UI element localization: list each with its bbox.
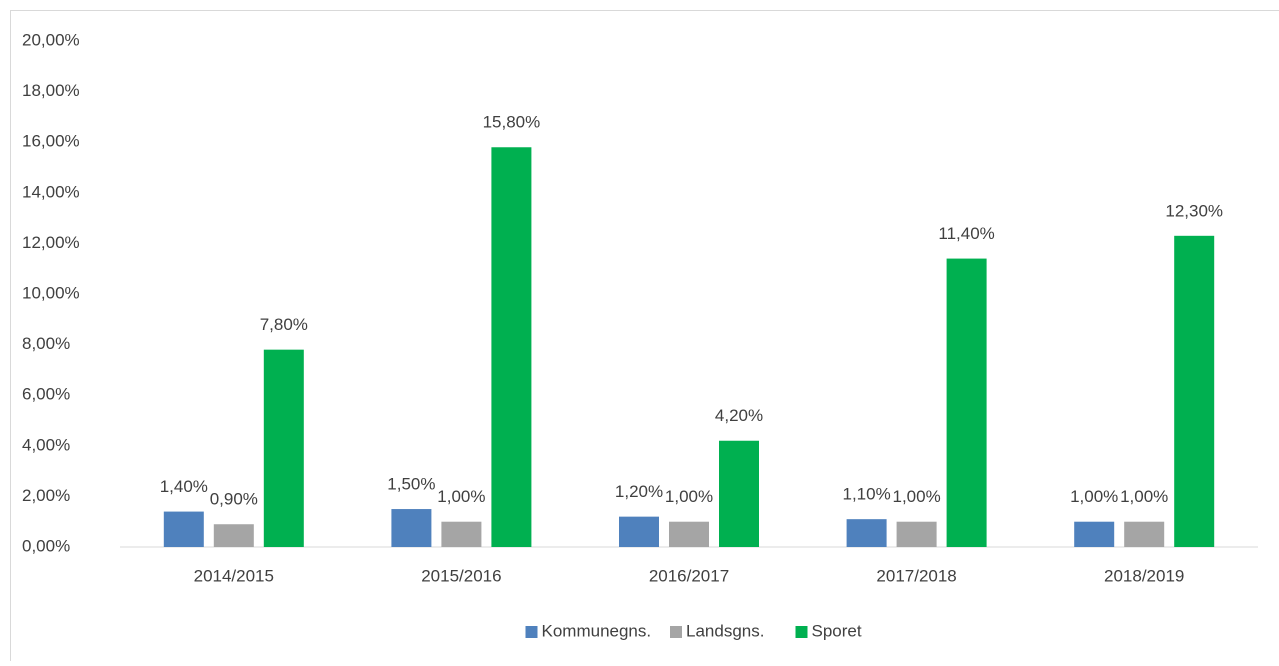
bar	[1124, 522, 1164, 547]
legend-swatch	[796, 626, 808, 638]
data-label: 1,00%	[437, 487, 485, 506]
y-tick-label: 6,00%	[22, 385, 70, 404]
bar	[847, 519, 887, 547]
legend-label: Landsgns.	[686, 621, 764, 640]
x-tick-label: 2017/2018	[876, 566, 956, 585]
data-label: 1,00%	[892, 487, 940, 506]
y-tick-label: 12,00%	[22, 233, 80, 252]
y-tick-label: 0,00%	[22, 536, 70, 555]
bar	[619, 517, 659, 547]
data-label: 1,00%	[665, 487, 713, 506]
data-label: 11,40%	[938, 224, 994, 243]
legend-swatch	[670, 626, 682, 638]
data-label: 7,80%	[260, 315, 308, 334]
data-label: 1,50%	[387, 475, 435, 494]
bar	[1074, 522, 1114, 547]
data-label: 0,90%	[210, 490, 258, 509]
bar	[214, 524, 254, 547]
bar	[164, 512, 204, 547]
bar	[669, 522, 709, 547]
data-label: 15,80%	[483, 113, 541, 132]
y-tick-label: 18,00%	[22, 81, 80, 100]
data-label: 1,40%	[160, 477, 208, 496]
x-tick-label: 2016/2017	[649, 566, 729, 585]
data-label: 4,20%	[715, 406, 763, 425]
bar	[491, 147, 531, 547]
y-tick-label: 4,00%	[22, 435, 70, 454]
data-label: 12,30%	[1165, 201, 1223, 220]
y-tick-label: 14,00%	[22, 182, 80, 201]
y-tick-label: 16,00%	[22, 132, 80, 151]
y-tick-label: 2,00%	[22, 486, 70, 505]
data-label: 1,10%	[842, 485, 890, 504]
y-tick-label: 20,00%	[22, 30, 80, 49]
y-tick-label: 8,00%	[22, 334, 70, 353]
x-tick-label: 2015/2016	[421, 566, 501, 585]
bar	[1174, 236, 1214, 547]
bar	[391, 509, 431, 547]
legend-label: Sporet	[812, 621, 862, 640]
data-label: 1,00%	[1120, 487, 1168, 506]
bar	[441, 522, 481, 547]
x-tick-label: 2014/2015	[194, 566, 274, 585]
data-label: 1,00%	[1070, 487, 1118, 506]
data-label: 1,20%	[615, 482, 663, 501]
bar	[897, 522, 937, 547]
chart-border	[11, 11, 1279, 662]
x-tick-label: 2018/2019	[1104, 566, 1184, 585]
y-tick-label: 10,00%	[22, 283, 80, 302]
legend-label: Kommunegns.	[542, 621, 652, 640]
bar	[264, 350, 304, 547]
bar	[947, 259, 987, 547]
bar	[719, 441, 759, 547]
legend-swatch	[526, 626, 538, 638]
